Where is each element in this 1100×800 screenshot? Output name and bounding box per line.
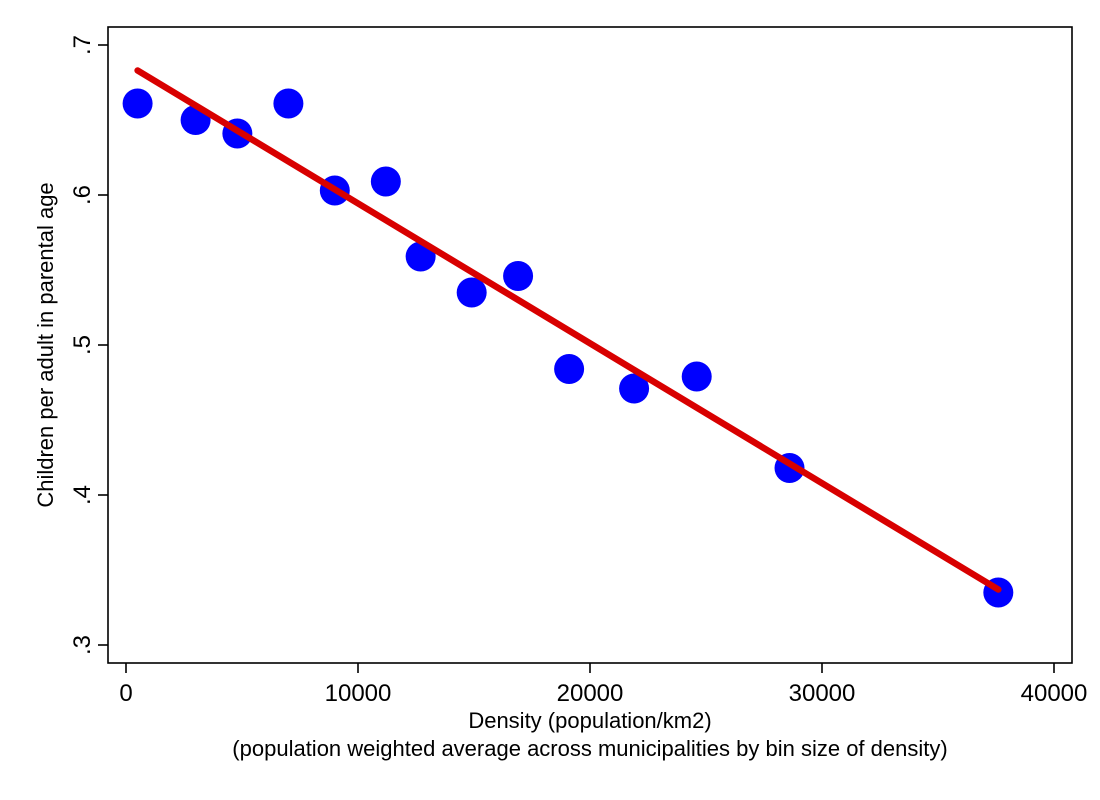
y-tick-label: .4 — [69, 485, 96, 505]
fit-line-group — [134, 67, 1002, 593]
data-point — [619, 373, 650, 404]
x-tick-label: 20000 — [557, 680, 624, 707]
scatter-points — [122, 88, 1014, 608]
x-tick-label: 10000 — [325, 680, 392, 707]
data-point — [681, 361, 712, 392]
data-point — [503, 261, 534, 291]
x-axis-title: Density (population/km2) — [468, 708, 711, 733]
y-tick-label: .3 — [69, 635, 96, 655]
x-tick-label: 30000 — [789, 680, 856, 707]
data-point — [554, 354, 585, 384]
y-axis-title: Children per adult in parental age — [33, 182, 58, 507]
y-tick-label: .5 — [69, 335, 96, 355]
fit-line — [134, 67, 1002, 593]
y-axis: .3 .4 .5 .6 .7 — [69, 35, 108, 655]
data-point — [273, 88, 304, 119]
y-tick-label: .7 — [69, 35, 96, 55]
y-tick-label: .6 — [69, 185, 96, 205]
data-point — [456, 277, 487, 308]
x-tick-label: 0 — [119, 680, 132, 707]
x-axis: 0 10000 20000 30000 40000 — [119, 663, 1087, 707]
x-tick-label: 40000 — [1021, 680, 1088, 707]
x-axis-subtitle: (population weighted average across muni… — [232, 736, 947, 761]
data-point — [122, 88, 153, 119]
data-point — [370, 166, 401, 197]
